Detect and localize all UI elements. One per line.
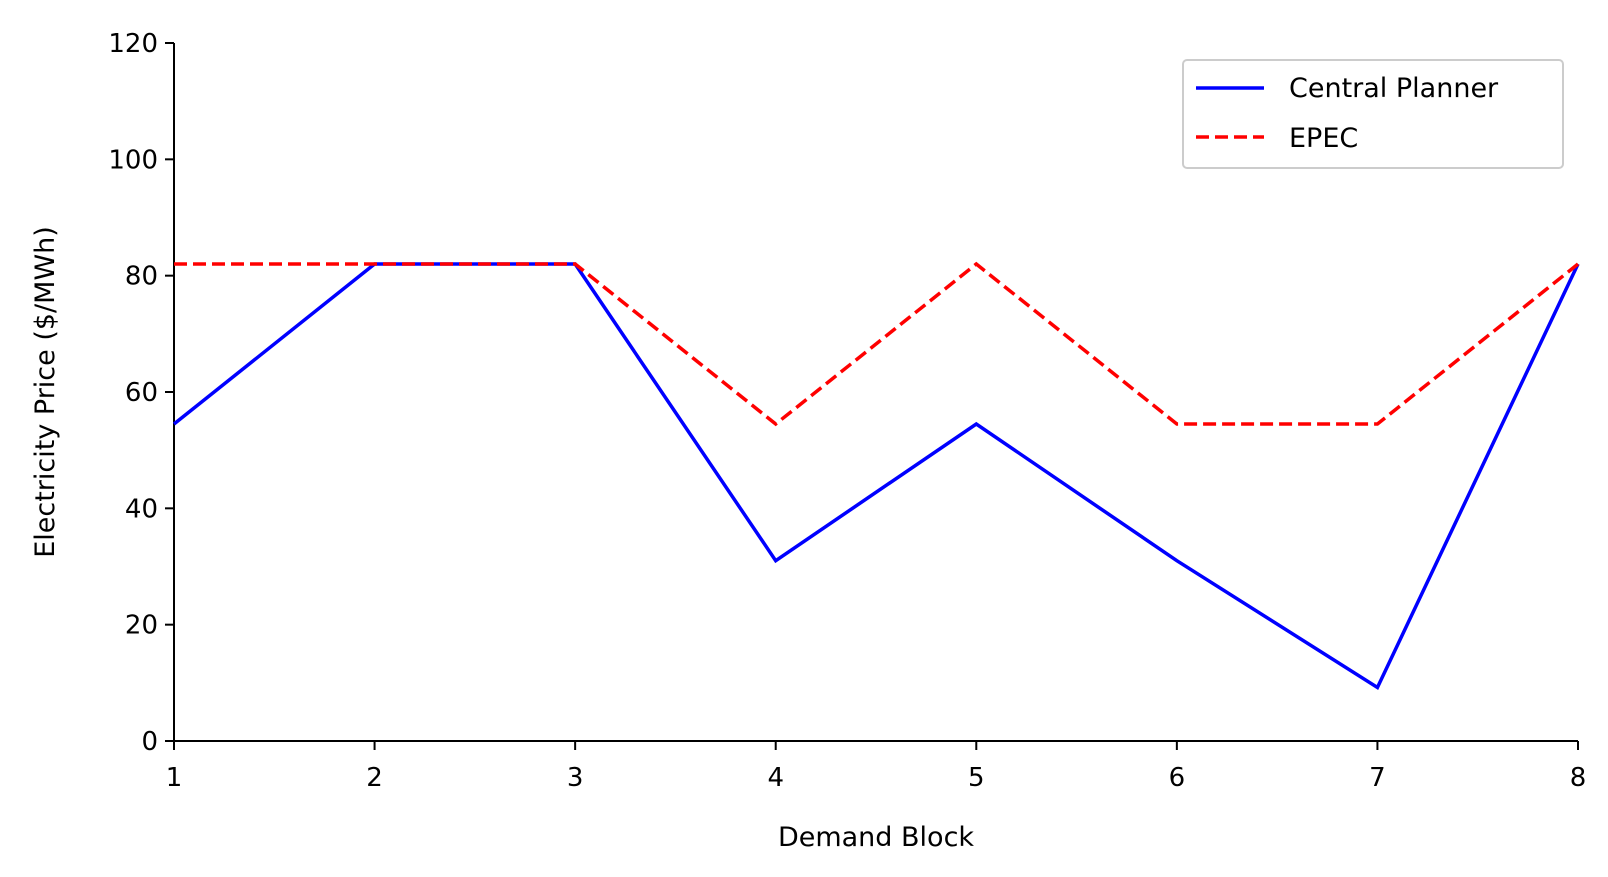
y-axis-title: Electricity Price ($/MWh): [30, 226, 61, 558]
data-point: [974, 262, 978, 266]
legend: Central Planner EPEC: [1182, 59, 1564, 169]
legend-label-central-planner: Central Planner: [1289, 73, 1499, 104]
y-tick-label: 80: [125, 262, 158, 292]
data-point: [1175, 422, 1179, 426]
legend-label-epec: EPEC: [1289, 123, 1358, 154]
x-ticks: 1 2 3 4 5 6 7 8: [166, 741, 1587, 793]
x-tick-label: 2: [366, 763, 383, 793]
data-point: [1576, 262, 1580, 266]
data-point: [774, 422, 778, 426]
x-tick-label: 1: [166, 763, 183, 793]
x-tick-label: 6: [1169, 763, 1186, 793]
y-tick-label: 120: [108, 29, 158, 59]
data-point: [1375, 422, 1379, 426]
series-line-epec: [174, 261, 1580, 427]
x-tick-label: 8: [1570, 763, 1587, 793]
legend-frame: [1182, 59, 1564, 169]
data-point: [774, 559, 778, 563]
data-point: [974, 422, 978, 426]
y-tick-label: 0: [141, 727, 158, 757]
x-tick-label: 3: [567, 763, 584, 793]
y-tick-label: 100: [108, 145, 158, 175]
y-tick-label: 60: [125, 378, 158, 408]
data-point: [1375, 685, 1379, 689]
data-point: [172, 262, 176, 266]
y-ticks: 0 20 40 60 80 100 120: [108, 29, 174, 757]
data-point: [172, 422, 176, 426]
x-tick-label: 5: [968, 763, 985, 793]
series-layer: [172, 261, 1580, 691]
data-point: [373, 262, 377, 266]
y-tick-label: 40: [125, 494, 158, 524]
x-tick-label: 4: [767, 763, 784, 793]
data-point: [573, 262, 577, 266]
x-axis-title: Demand Block: [778, 822, 974, 853]
series-line-central-planner: [172, 262, 1580, 691]
y-tick-label: 20: [125, 611, 158, 641]
x-tick-label: 7: [1369, 763, 1386, 793]
data-point: [1175, 559, 1179, 563]
